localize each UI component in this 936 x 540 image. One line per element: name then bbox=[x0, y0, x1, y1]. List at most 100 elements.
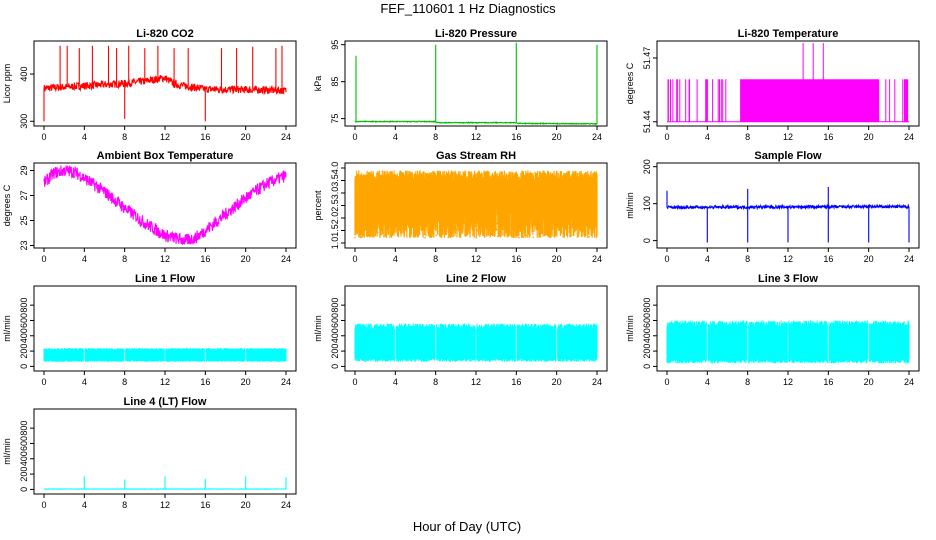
data-point bbox=[567, 226, 569, 229]
y-tick-label: 800 bbox=[19, 421, 29, 436]
data-point bbox=[540, 219, 543, 222]
chart-title: Line 1 Flow bbox=[135, 273, 195, 285]
data-point bbox=[579, 217, 582, 220]
x-tick-label: 0 bbox=[41, 377, 46, 387]
chart-title: Li-820 Temperature bbox=[738, 28, 839, 40]
x-tick-label: 20 bbox=[241, 132, 251, 142]
x-tick-label: 8 bbox=[433, 377, 438, 387]
data-point bbox=[584, 232, 586, 234]
y-tick-label: 600 bbox=[642, 313, 652, 328]
data-point bbox=[587, 236, 589, 239]
x-tick-label: 12 bbox=[471, 254, 481, 264]
data-point bbox=[525, 234, 527, 237]
data-point bbox=[354, 236, 356, 239]
y-tick-label: 23 bbox=[19, 240, 29, 250]
data-point bbox=[357, 230, 360, 232]
x-tick-label: 4 bbox=[705, 254, 710, 264]
y-tick-label: 400 bbox=[19, 67, 29, 82]
y-tick-label: 200 bbox=[19, 344, 29, 359]
plot-frame bbox=[344, 40, 608, 127]
data-point bbox=[383, 235, 385, 238]
data-point bbox=[438, 230, 441, 233]
y-tick-label: 100 bbox=[642, 196, 652, 211]
data-point bbox=[579, 230, 582, 232]
y-tick-label: 29 bbox=[19, 165, 29, 175]
data-point bbox=[417, 226, 419, 229]
x-tick-label: 16 bbox=[511, 254, 521, 264]
data-point bbox=[354, 230, 357, 232]
data-point bbox=[496, 222, 499, 225]
y-tick-label: 0 bbox=[19, 364, 29, 369]
data-point bbox=[546, 226, 549, 228]
data-point bbox=[394, 226, 397, 228]
x-tick-label: 0 bbox=[664, 377, 669, 387]
data-series bbox=[354, 323, 598, 362]
x-tick-label: 20 bbox=[552, 132, 562, 142]
common-x-axis-label: Hour of Day (UTC) bbox=[413, 519, 521, 534]
x-tick-label: 12 bbox=[160, 254, 170, 264]
y-tick-label: 51.44 bbox=[642, 110, 652, 133]
x-tick-label: 4 bbox=[82, 377, 87, 387]
data-point bbox=[537, 224, 539, 227]
y-tick-label: 600 bbox=[330, 313, 340, 328]
y-tick-label: 4.0 bbox=[330, 162, 340, 175]
chart-panel-1: Li-820 CO2 Licor ppm 0 4 8 12 16 20 24 300 400 bbox=[2, 28, 297, 142]
chart-panel-4: Ambient Box Temperature degrees C 0 4 8 12 16 2… bbox=[2, 150, 297, 264]
x-tick-label: 12 bbox=[160, 132, 170, 142]
data-point bbox=[377, 225, 380, 228]
x-tick-label: 4 bbox=[393, 254, 398, 264]
chart-title: Line 4 (LT) Flow bbox=[124, 396, 207, 408]
data-point bbox=[362, 220, 364, 223]
data-point bbox=[384, 223, 387, 225]
y-tick-label: 1.0 bbox=[330, 237, 340, 250]
y-axis-label: kPa bbox=[313, 76, 323, 92]
data-point bbox=[543, 226, 546, 229]
data-point bbox=[434, 227, 437, 230]
data-series bbox=[43, 165, 287, 245]
data-point bbox=[564, 222, 566, 224]
data-series bbox=[354, 170, 598, 238]
data-point bbox=[464, 222, 466, 224]
x-tick-label: 16 bbox=[823, 254, 833, 264]
data-point bbox=[391, 234, 393, 237]
chart-title: Ambient Box Temperature bbox=[97, 150, 234, 162]
data-point bbox=[389, 231, 392, 234]
data-point bbox=[451, 235, 454, 238]
x-tick-label: 8 bbox=[122, 377, 127, 387]
x-tick-label: 24 bbox=[904, 254, 914, 264]
chart-title: Line 3 Flow bbox=[758, 273, 818, 285]
data-point bbox=[447, 217, 450, 220]
data-point bbox=[540, 221, 542, 224]
y-axis-label: degrees C bbox=[625, 62, 635, 104]
x-tick-label: 0 bbox=[41, 500, 46, 510]
x-tick-label: 20 bbox=[241, 500, 251, 510]
y-tick-label: 300 bbox=[19, 114, 29, 129]
data-point bbox=[563, 218, 566, 220]
chart-panel-6: Sample Flow ml/min 0 4 8 12 16 20 24 0 100 200 bbox=[625, 150, 920, 264]
x-tick-label: 24 bbox=[281, 377, 291, 387]
data-point bbox=[493, 223, 495, 226]
data-point bbox=[592, 223, 595, 226]
y-axis-label: ml/min bbox=[2, 438, 12, 465]
data-point bbox=[373, 221, 376, 224]
data-point bbox=[516, 231, 518, 233]
data-point bbox=[529, 218, 532, 221]
x-tick-label: 4 bbox=[393, 132, 398, 142]
data-point bbox=[425, 217, 428, 220]
data-point bbox=[376, 231, 379, 233]
y-axis-label: percent bbox=[313, 190, 323, 221]
data-point bbox=[408, 224, 410, 227]
data-point bbox=[410, 232, 412, 234]
chart-panel-7: Line 1 Flow ml/min 0 4 8 12 16 20 24 0 20040060080… bbox=[2, 273, 297, 387]
y-tick-label: 2.5 bbox=[330, 199, 340, 212]
y-tick-label: 3.5 bbox=[330, 174, 340, 187]
x-tick-label: 24 bbox=[904, 132, 914, 142]
chart-panel-3: Li-820 Temperature degrees C 0 4 8 12 16 20 24 51… bbox=[625, 28, 920, 142]
data-point bbox=[434, 223, 437, 225]
y-tick-label: 1.5 bbox=[330, 224, 340, 237]
x-tick-label: 24 bbox=[592, 254, 602, 264]
plot-frame bbox=[33, 40, 297, 127]
y-tick-label: 75 bbox=[330, 114, 340, 124]
chart-panel-8: Line 2 Flow ml/min 0 4 8 12 16 20 24 0 20040060080… bbox=[313, 273, 608, 387]
